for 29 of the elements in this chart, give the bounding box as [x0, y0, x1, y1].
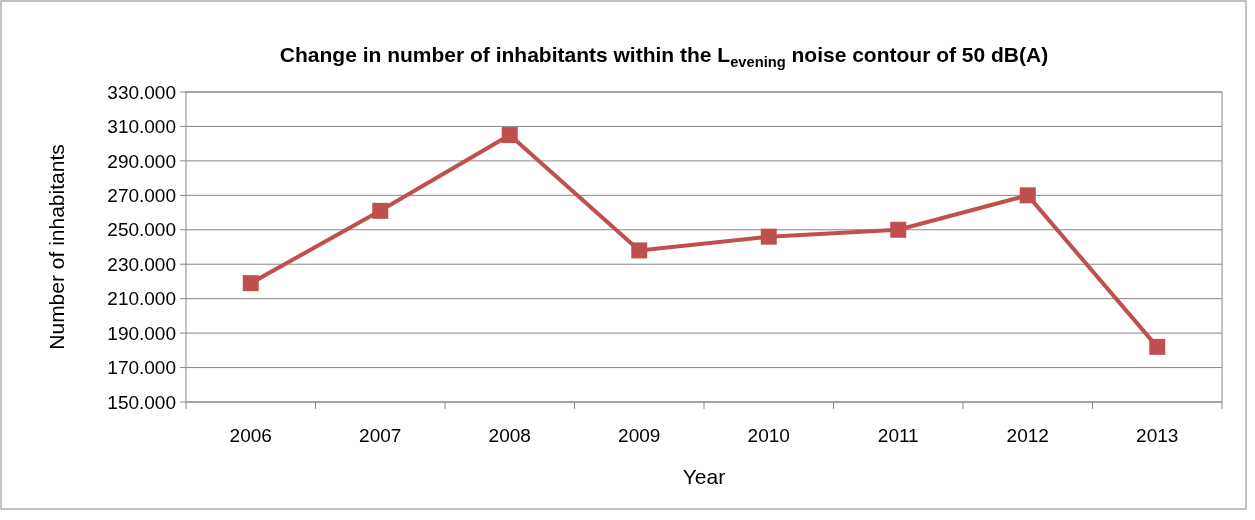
y-tick-label: 290.000: [107, 150, 176, 172]
point: [760, 228, 777, 245]
point: [501, 127, 518, 144]
point: [242, 275, 259, 292]
point: [372, 202, 389, 219]
y-tick-label: 230.000: [107, 253, 176, 275]
point: [1019, 187, 1036, 204]
x-tick-label: 2006: [229, 425, 272, 446]
y-tick-label: 210.000: [107, 288, 176, 310]
y-tick-label: 330.000: [107, 81, 176, 103]
y-axis-title: Number of inhabitants: [45, 144, 68, 350]
chart-title: Change in number of inhabitants within the L$_{evening}$ noise contour of 50 dB(A): [279, 43, 1049, 70]
y-tick-label: 250.000: [107, 219, 176, 241]
x-tick-label: 2010: [747, 425, 790, 446]
y-tick-label: 270.000: [107, 184, 176, 206]
x-tick-label: 2008: [488, 425, 531, 446]
point: [890, 221, 907, 238]
x-tick-label: 2013: [1136, 425, 1179, 446]
y-tick-label: 310.000: [107, 116, 176, 138]
y-tick-label: 170.000: [107, 357, 176, 379]
x-tick-label: 2007: [359, 425, 402, 446]
x-tick-label: 2012: [1006, 425, 1049, 446]
x-axis-title: Year: [682, 465, 726, 488]
point: [631, 242, 648, 259]
y-tick-label: 190.000: [107, 322, 176, 344]
y-tick-label: 150.000: [107, 391, 176, 413]
x-tick-label: 2011: [877, 425, 919, 446]
x-tick-label: 2009: [618, 425, 661, 446]
point: [1149, 338, 1166, 355]
